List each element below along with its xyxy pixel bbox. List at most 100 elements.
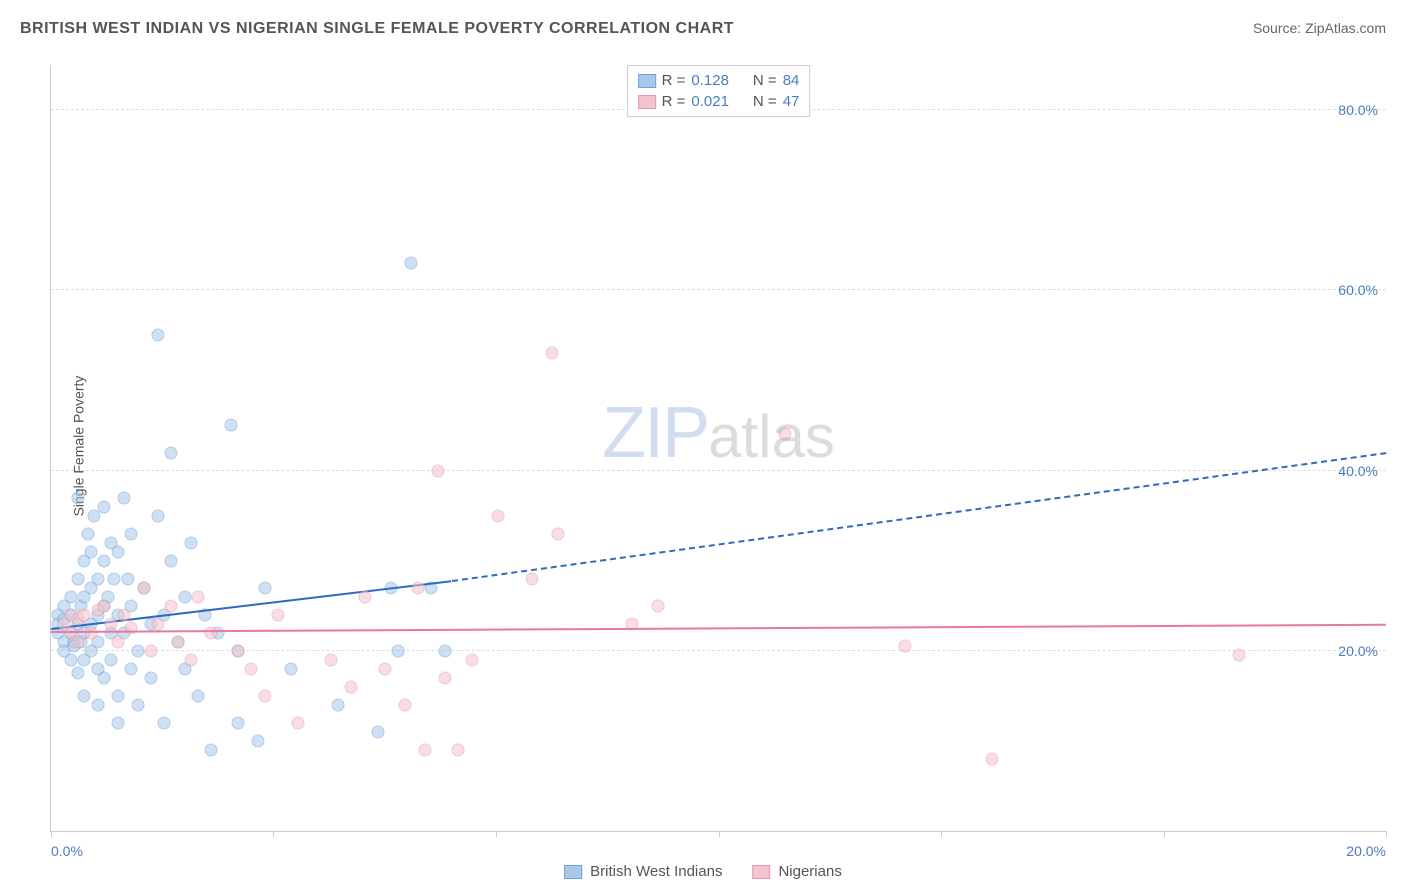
r-label: R = xyxy=(662,72,686,89)
x-tick xyxy=(273,831,274,837)
correlation-legend-row: R =0.128N =84 xyxy=(638,70,800,91)
x-tick xyxy=(1164,831,1165,837)
data-point xyxy=(418,743,431,756)
data-point xyxy=(285,662,298,675)
data-point xyxy=(85,545,98,558)
legend-swatch xyxy=(564,865,582,879)
data-point xyxy=(392,644,405,657)
gridline xyxy=(51,470,1386,471)
data-point xyxy=(71,635,84,648)
data-point xyxy=(98,500,111,513)
x-tick xyxy=(496,831,497,837)
legend-swatch xyxy=(638,95,656,109)
data-point xyxy=(131,644,144,657)
data-point xyxy=(271,608,284,621)
trendline xyxy=(451,453,1386,583)
data-point xyxy=(121,572,134,585)
data-point xyxy=(138,581,151,594)
y-tick-label: 40.0% xyxy=(1338,463,1378,479)
data-point xyxy=(125,662,138,675)
data-point xyxy=(552,527,565,540)
data-point xyxy=(71,491,84,504)
data-point xyxy=(325,653,338,666)
data-point xyxy=(171,635,184,648)
data-point xyxy=(71,572,84,585)
data-point xyxy=(185,536,198,549)
x-tick xyxy=(1386,831,1387,837)
data-point xyxy=(111,716,124,729)
data-point xyxy=(178,590,191,603)
correlation-legend-row: R =0.021N =47 xyxy=(638,91,800,112)
data-point xyxy=(91,572,104,585)
data-point xyxy=(108,572,121,585)
data-point xyxy=(111,545,124,558)
source-attribution: Source: ZipAtlas.com xyxy=(1253,20,1386,36)
scatter-plot: ZIPatlas R =0.128N =84R =0.021N =47 20.0… xyxy=(50,65,1386,832)
series-legend-item: British West Indians xyxy=(564,863,722,880)
data-point xyxy=(432,464,445,477)
data-point xyxy=(258,689,271,702)
data-point xyxy=(185,653,198,666)
data-point xyxy=(91,698,104,711)
data-point xyxy=(652,599,665,612)
x-tick xyxy=(51,831,52,837)
r-value: 0.128 xyxy=(691,72,729,89)
data-point xyxy=(118,491,131,504)
trendline xyxy=(51,624,1386,633)
data-point xyxy=(465,653,478,666)
data-point xyxy=(205,626,218,639)
data-point xyxy=(145,671,158,684)
page-title: BRITISH WEST INDIAN VS NIGERIAN SINGLE F… xyxy=(20,20,734,38)
data-point xyxy=(91,604,104,617)
x-tick xyxy=(941,831,942,837)
data-point xyxy=(986,752,999,765)
watermark-zip: ZIP xyxy=(602,393,708,473)
data-point xyxy=(165,599,178,612)
data-point xyxy=(398,698,411,711)
data-point xyxy=(165,554,178,567)
data-point xyxy=(125,622,138,635)
data-point xyxy=(98,554,111,567)
data-point xyxy=(158,716,171,729)
data-point xyxy=(452,743,465,756)
data-point xyxy=(165,446,178,459)
legend-swatch xyxy=(752,865,770,879)
data-point xyxy=(438,671,451,684)
data-point xyxy=(125,527,138,540)
data-point xyxy=(111,689,124,702)
data-point xyxy=(151,329,164,342)
n-value: 47 xyxy=(783,93,800,110)
data-point xyxy=(118,608,131,621)
r-label: R = xyxy=(662,93,686,110)
data-point xyxy=(78,608,91,621)
data-point xyxy=(111,635,124,648)
data-point xyxy=(1233,649,1246,662)
data-point xyxy=(71,667,84,680)
data-point xyxy=(191,590,204,603)
series-legend-item: Nigerians xyxy=(752,863,841,880)
data-point xyxy=(81,527,94,540)
data-point xyxy=(151,617,164,630)
n-value: 84 xyxy=(783,72,800,89)
correlation-legend: R =0.128N =84R =0.021N =47 xyxy=(627,65,811,117)
x-tick-label: 20.0% xyxy=(1346,843,1386,859)
data-point xyxy=(151,509,164,522)
data-point xyxy=(131,698,144,711)
x-tick-label: 0.0% xyxy=(51,843,83,859)
data-point xyxy=(412,581,425,594)
x-tick xyxy=(719,831,720,837)
watermark-atlas: atlas xyxy=(708,403,835,470)
series-legend-label: Nigerians xyxy=(778,863,841,880)
data-point xyxy=(372,725,385,738)
data-point xyxy=(332,698,345,711)
data-point xyxy=(545,347,558,360)
data-point xyxy=(231,644,244,657)
data-point xyxy=(345,680,358,693)
data-point xyxy=(78,689,91,702)
data-point xyxy=(191,689,204,702)
watermark: ZIPatlas xyxy=(602,392,835,474)
data-point xyxy=(65,653,78,666)
data-point xyxy=(258,581,271,594)
y-tick-label: 80.0% xyxy=(1338,102,1378,118)
data-point xyxy=(405,257,418,270)
